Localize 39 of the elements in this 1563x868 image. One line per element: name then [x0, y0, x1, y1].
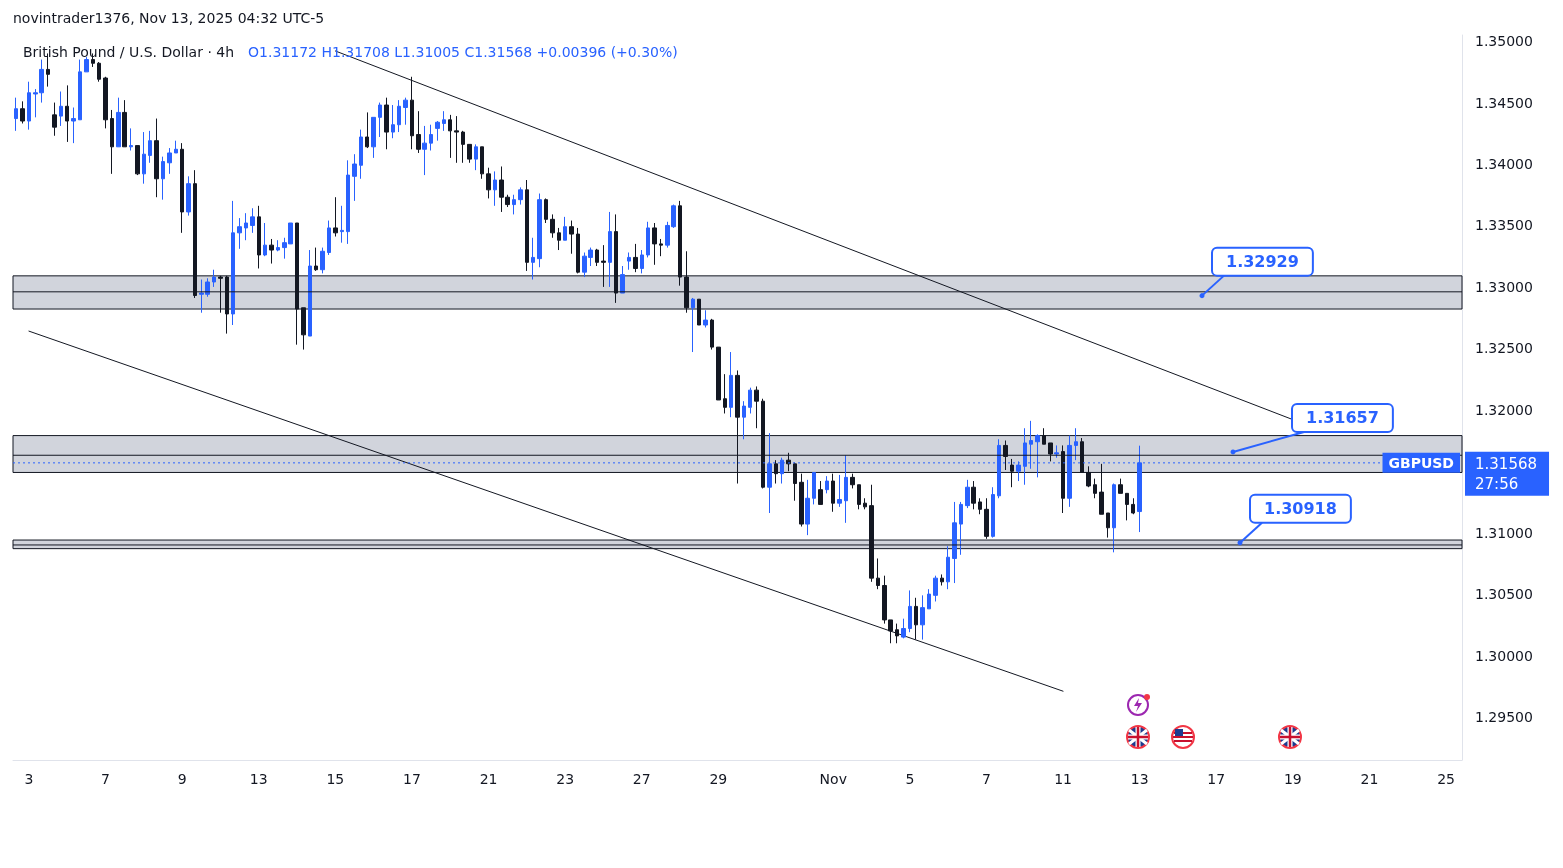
x-tick-label: 5 — [905, 771, 915, 787]
x-tick-label: 27 — [632, 771, 651, 787]
x-tick-label: 13 — [1130, 771, 1149, 787]
y-tick-label: 1.34500 — [1475, 94, 1533, 111]
text: 27:56 — [1475, 474, 1519, 493]
y-tick-label: 1.33000 — [1475, 278, 1533, 295]
x-tick-label: 29 — [709, 771, 728, 787]
y-tick-label: 1.29500 — [1475, 708, 1533, 725]
text: 1.31568 — [1475, 454, 1538, 473]
chart-subtitle: novintrader1376, Nov 13, 2025 04:32 UTC-5 — [13, 10, 325, 26]
x-tick-label: 21 — [1360, 771, 1379, 787]
annotation: O1.31172 H1.31708 L1.31005 C1.31568 +0.00396 (+0.30%) — [248, 44, 678, 60]
y-tick-label: 1.30500 — [1475, 586, 1533, 603]
x-tick-label: 23 — [556, 771, 575, 787]
x-tick-label: 17 — [1207, 771, 1226, 787]
y-tick-label: 1.35000 — [1475, 33, 1533, 50]
x-tick-label: 17 — [403, 771, 421, 787]
annotation: 1.31657 — [1306, 408, 1379, 428]
y-tick-label: 1.30000 — [1475, 647, 1533, 664]
x-tick-label: 7 — [101, 771, 111, 787]
y-tick-label: 1.34000 — [1475, 156, 1533, 173]
ref-line-label: GBPUSD — [1388, 454, 1454, 471]
text: British Pound / U.S. Dollar · 4h — [23, 44, 235, 60]
x-tick-label: 7 — [981, 771, 991, 787]
x-tick-label: 19 — [1283, 771, 1302, 787]
x-tick-label: 21 — [479, 771, 498, 787]
x-tick-label: 9 — [177, 771, 187, 787]
y-tick-label: 1.33500 — [1475, 217, 1533, 234]
x-tick-label: Nov — [819, 771, 847, 787]
y-tick-label: 1.31000 — [1475, 524, 1533, 541]
x-tick-label: 13 — [249, 771, 268, 787]
x-tick-label: 25 — [1437, 771, 1455, 787]
y-tick-label: 1.32500 — [1475, 340, 1533, 357]
x-tick-label: 11 — [1054, 771, 1072, 787]
y-tick-label: 1.32000 — [1475, 401, 1533, 418]
annotation: 1.30918 — [1264, 499, 1337, 519]
x-tick-label: 3 — [24, 771, 34, 787]
annotation: 1.32929 — [1226, 252, 1299, 272]
x-tick-label: 15 — [326, 771, 345, 787]
